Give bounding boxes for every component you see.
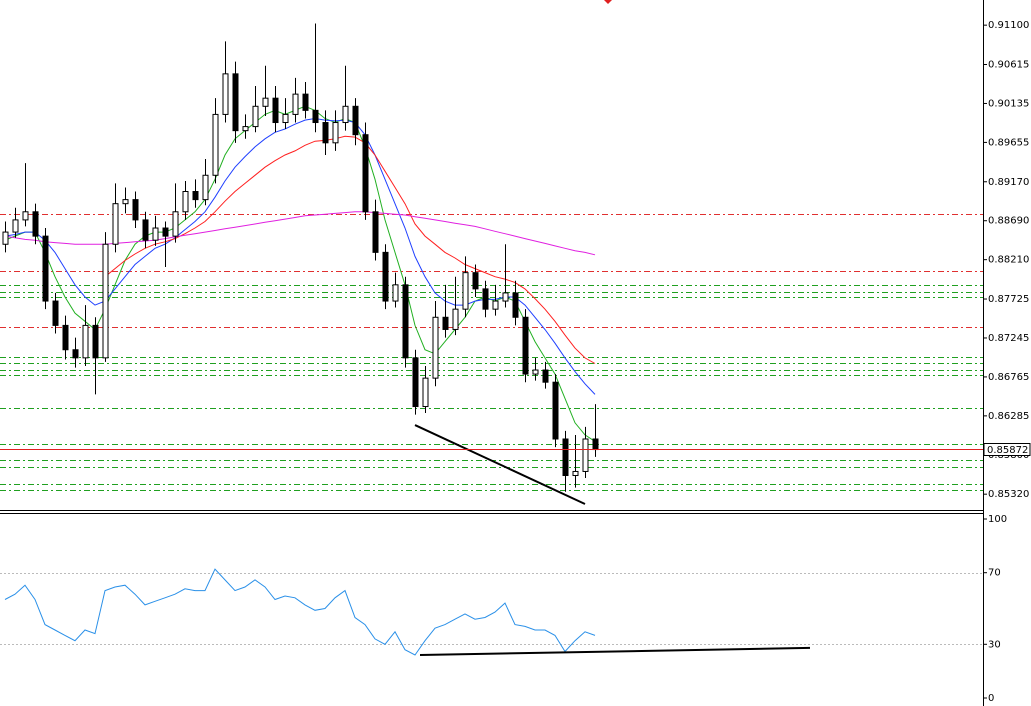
candle-body [132, 199, 139, 221]
candle-body [62, 324, 69, 351]
y-tick-label: 0.90135 [988, 98, 1029, 109]
candle-body [422, 377, 429, 408]
candle-body [412, 357, 419, 408]
y-tick-label: 100 [988, 514, 1007, 525]
candle-body [122, 199, 129, 205]
y-tick-label: 0.86285 [988, 411, 1029, 422]
candle-body [372, 211, 379, 253]
marker-arrow [604, 0, 612, 4]
candle-body [512, 292, 519, 318]
candle-body [72, 349, 79, 359]
y-tick-label: 30 [988, 639, 1001, 650]
candle-body [562, 438, 569, 477]
candle-body [442, 316, 449, 330]
candle-body [162, 227, 169, 237]
y-tick-label: 70 [988, 568, 1001, 579]
y-tick-label: 0.91100 [988, 20, 1029, 31]
candle-body [452, 308, 459, 330]
candle-body [482, 288, 489, 310]
candle-body [92, 324, 99, 359]
y-tick-label: 0.87725 [988, 294, 1029, 305]
moving-average [104, 135, 596, 364]
candle-body [342, 105, 349, 124]
candle-body [532, 369, 539, 375]
y-tick-label: 0.86765 [988, 372, 1029, 383]
candle-body [12, 219, 19, 233]
candle-body [332, 122, 339, 144]
candle-body [552, 381, 559, 440]
candle-body [152, 227, 159, 241]
candle-body [282, 113, 289, 124]
candle-body [272, 97, 279, 124]
candle-body [312, 109, 319, 124]
candle-body [252, 105, 259, 128]
candle-body [182, 191, 189, 213]
y-tick-label: 0.88210 [988, 255, 1029, 266]
y-tick-label: 0.89655 [988, 137, 1029, 148]
candle-body [462, 272, 469, 310]
y-tick-label: 0.90615 [988, 60, 1029, 71]
current-price-label: 0.85872 [987, 445, 1028, 456]
candle-body [592, 438, 599, 451]
candle-body [572, 470, 579, 477]
candle-body [192, 191, 199, 201]
candle-body [362, 134, 369, 213]
y-tick-label: 0.87245 [988, 333, 1029, 344]
candle-body [142, 219, 149, 241]
candle-body [232, 73, 239, 132]
candle-body [172, 211, 179, 237]
candle-body [522, 316, 529, 375]
candle-body [382, 251, 389, 302]
rsi-line [4, 568, 596, 656]
candle-body [212, 113, 219, 176]
candle-body [222, 73, 229, 115]
candle-body [22, 211, 29, 221]
candle-body [32, 211, 39, 237]
candle-body [112, 203, 119, 245]
candle-body [242, 126, 249, 132]
candle-body [392, 284, 399, 302]
candle-body [2, 231, 9, 245]
y-tick-label: 0 [988, 693, 994, 704]
y-tick-label: 0.89170 [988, 177, 1029, 188]
candle-body [492, 300, 499, 310]
candle-body [52, 300, 59, 326]
candle-body [352, 105, 359, 136]
trendline [414, 424, 586, 505]
candle-body [82, 324, 89, 359]
candle-body [432, 316, 439, 379]
candle-body [42, 235, 49, 302]
y-tick-label: 0.85320 [988, 489, 1029, 500]
candle-body [262, 97, 269, 107]
candle-body [202, 174, 209, 201]
candle-body [292, 93, 299, 115]
candle-body [582, 438, 589, 472]
y-tick-label: 0.88690 [988, 216, 1029, 227]
candle-body [302, 93, 309, 111]
candle-body [472, 272, 479, 290]
candle-body [102, 243, 109, 359]
candle-body [502, 292, 509, 302]
current-price-box [983, 443, 1031, 456]
trendline [419, 646, 811, 657]
candle-body [542, 369, 549, 383]
candle-body [402, 284, 409, 359]
candle-body [322, 122, 329, 144]
